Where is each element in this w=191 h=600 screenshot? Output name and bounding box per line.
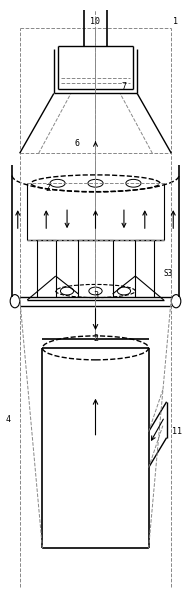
Text: 4: 4 <box>6 415 11 424</box>
Text: 3: 3 <box>93 292 98 301</box>
Text: 6: 6 <box>74 139 79 148</box>
Text: 2: 2 <box>93 334 98 343</box>
Text: Z: Z <box>46 184 51 193</box>
Text: S3: S3 <box>164 269 173 278</box>
Text: 1: 1 <box>173 17 178 26</box>
Text: 10: 10 <box>91 17 100 26</box>
Text: 11: 11 <box>172 427 182 436</box>
Text: 7: 7 <box>121 82 126 91</box>
